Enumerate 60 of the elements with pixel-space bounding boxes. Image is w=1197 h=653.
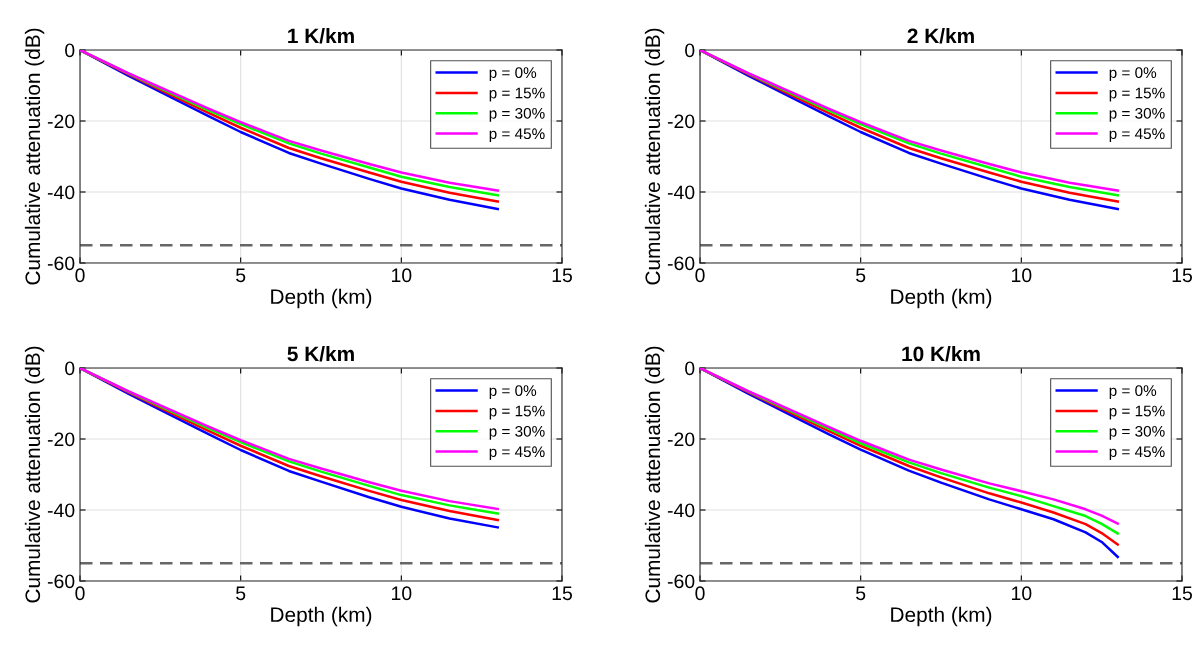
x-tick-label: 5 — [236, 268, 246, 283]
chart-title: 10 K/km — [902, 345, 980, 362]
x-tick-label: 0 — [695, 586, 705, 601]
x-tick-label: 5 — [856, 268, 866, 283]
y-tick-label: -40 — [667, 185, 695, 200]
y-tick-label: -40 — [47, 503, 75, 518]
x-tick-label: 5 — [856, 586, 866, 601]
x-tick-label: 15 — [552, 586, 572, 601]
chart-title: 2 K/km — [907, 27, 974, 44]
y-axis-title: Cumulative attenuation (dB) — [644, 346, 665, 603]
y-tick-label: 0 — [65, 361, 75, 376]
y-tick-label: -60 — [47, 256, 75, 271]
x-tick-label: 0 — [695, 268, 705, 283]
x-axis-title: Depth (km) — [891, 288, 992, 309]
legend-label: p = 15% — [1109, 87, 1165, 102]
y-tick-label: 0 — [685, 361, 695, 376]
legend-label: p = 45% — [1109, 446, 1165, 461]
x-tick-label: 10 — [392, 268, 412, 283]
x-tick-label: 15 — [1172, 586, 1192, 601]
y-tick-label: -20 — [667, 114, 695, 129]
y-tick-label: -20 — [47, 114, 75, 129]
x-tick-label: 10 — [1012, 586, 1032, 601]
y-tick-label: 0 — [685, 43, 695, 58]
x-axis-title: Depth (km) — [891, 606, 992, 627]
x-tick-label: 0 — [75, 268, 85, 283]
x-tick-label: 10 — [1012, 268, 1032, 283]
x-tick-label: 10 — [392, 586, 412, 601]
x-tick-label: 0 — [75, 586, 85, 601]
legend-label: p = 30% — [489, 425, 545, 440]
x-tick-label: 15 — [552, 268, 572, 283]
y-axis-title: Cumulative attenuation (dB) — [24, 28, 45, 285]
y-axis-title: Cumulative attenuation (dB) — [24, 346, 45, 603]
x-axis-title: Depth (km) — [271, 288, 372, 309]
y-tick-label: 0 — [65, 43, 75, 58]
chart-title: 1 K/km — [288, 27, 354, 44]
legend-label: p = 30% — [489, 107, 545, 122]
y-tick-label: -20 — [47, 432, 75, 447]
legend-label: p = 45% — [489, 128, 545, 143]
x-tick-label: 15 — [1172, 268, 1192, 283]
legend-label: p = 15% — [489, 87, 545, 102]
y-tick-label: -40 — [667, 503, 695, 518]
legend-label: p = 30% — [1109, 107, 1165, 122]
legend-label: p = 0% — [489, 385, 537, 400]
legend-label: p = 0% — [1109, 385, 1157, 400]
y-tick-label: -60 — [667, 574, 695, 589]
legend-label: p = 0% — [1109, 67, 1157, 82]
y-tick-label: -20 — [667, 432, 695, 447]
legend-label: p = 45% — [1109, 128, 1165, 143]
y-tick-label: -40 — [47, 185, 75, 200]
y-tick-label: -60 — [667, 256, 695, 271]
legend-label: p = 15% — [1109, 405, 1165, 420]
x-tick-label: 5 — [236, 586, 246, 601]
legend-label: p = 0% — [489, 67, 537, 82]
chart-title: 5 K/km — [287, 345, 354, 362]
y-axis-title: Cumulative attenuation (dB) — [644, 28, 665, 285]
legend-label: p = 15% — [489, 405, 545, 420]
y-tick-label: -60 — [47, 574, 75, 589]
legend-label: p = 45% — [489, 446, 545, 461]
legend-label: p = 30% — [1109, 425, 1165, 440]
x-axis-title: Depth (km) — [271, 606, 372, 627]
